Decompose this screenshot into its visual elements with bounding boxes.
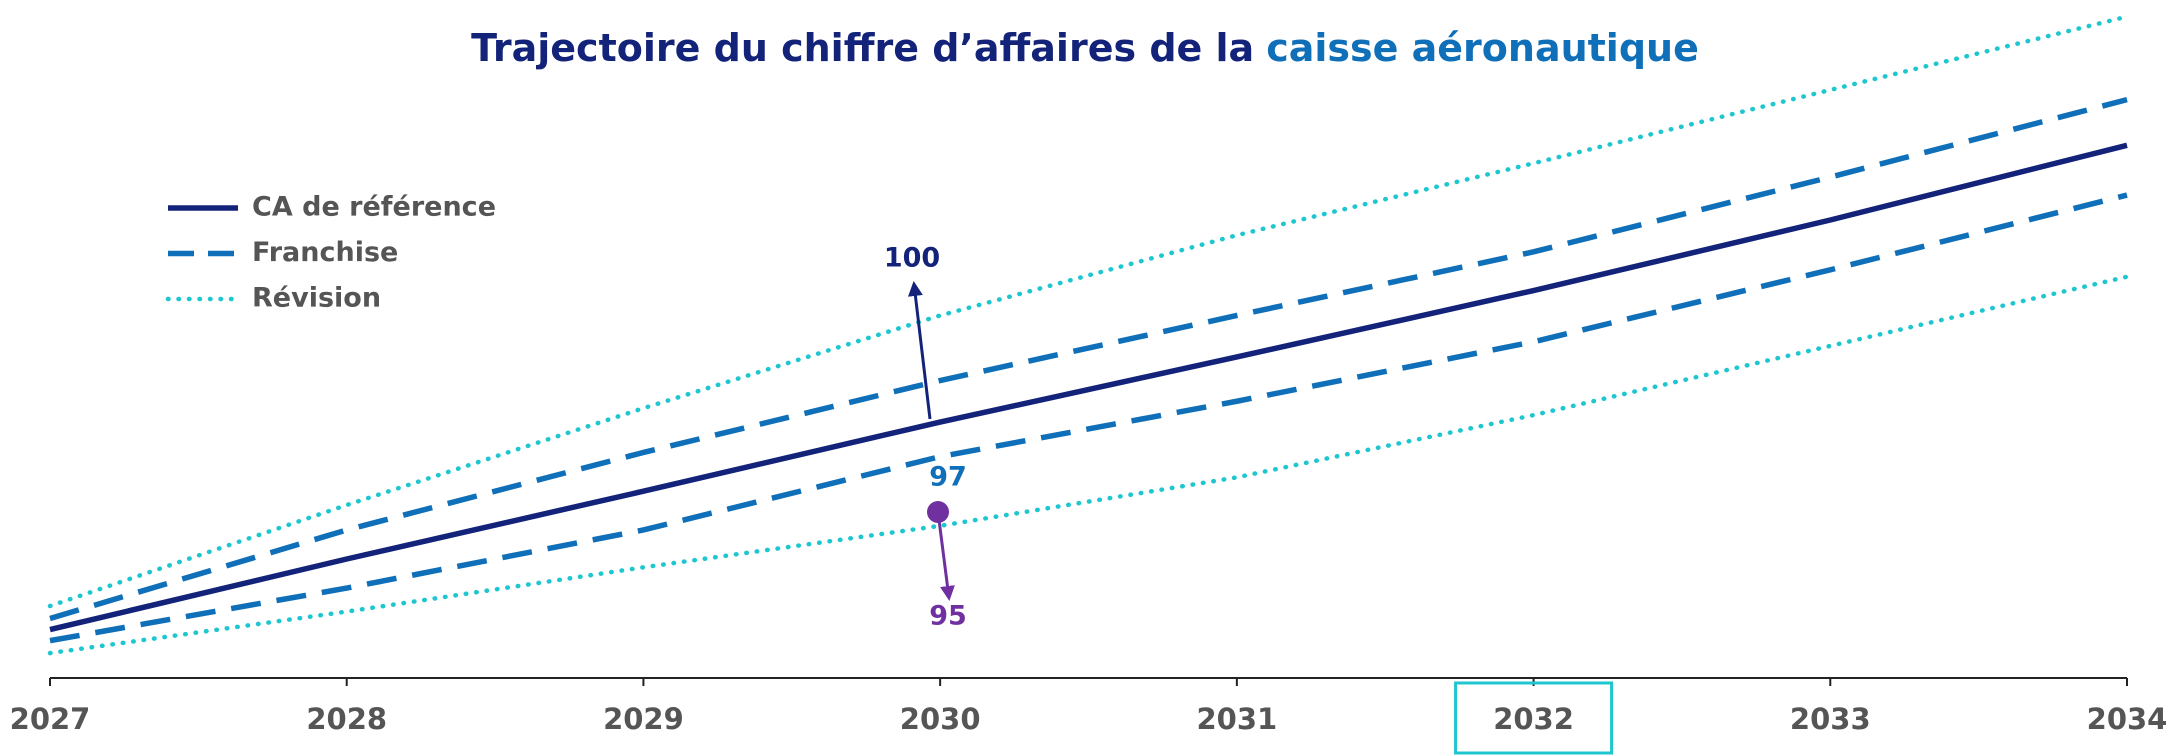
x-tick-label: 2032: [1493, 702, 1574, 736]
series-line: [49, 192, 2128, 644]
legend-label: Révision: [252, 283, 381, 314]
title-highlight: caisse aéronautique: [1266, 26, 1699, 70]
series-line: [49, 96, 2128, 622]
highlight-box: [1454, 681, 1614, 755]
legend-label: CA de référence: [252, 192, 496, 223]
legend-label: Franchise: [252, 237, 398, 268]
x-tick-label: 2027: [10, 702, 91, 736]
series-line: [47, 14, 2130, 609]
annotation-label: 100: [884, 243, 940, 274]
chart-title: Trajectoire du chiffre d’affaires de la c…: [471, 26, 1699, 70]
x-tick-label: 2028: [306, 702, 387, 736]
x-tick-label: 2033: [1790, 702, 1871, 736]
series-line: [47, 274, 2130, 656]
series-line: [49, 142, 2128, 633]
x-tick-label: 2029: [603, 702, 684, 736]
title-main: Trajectoire du chiffre d’affaires de la: [471, 26, 1254, 70]
x-tick-label: 2034: [2087, 702, 2168, 736]
annotation-label: 97: [929, 462, 967, 493]
annotation-arrow: [936, 511, 955, 601]
annotation-label: 95: [929, 601, 967, 632]
x-tick-label: 2031: [1196, 702, 1277, 736]
x-tick-label: 2030: [900, 702, 981, 736]
annotation-arrow: [907, 281, 932, 420]
